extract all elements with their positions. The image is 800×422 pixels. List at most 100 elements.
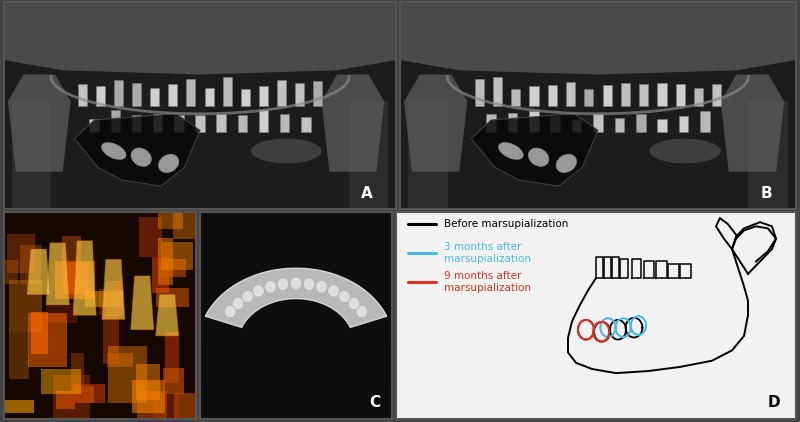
Bar <box>621 84 630 106</box>
Bar <box>658 83 666 106</box>
Circle shape <box>356 306 367 318</box>
Bar <box>493 77 502 106</box>
Bar <box>614 119 624 133</box>
Bar <box>205 88 214 106</box>
Circle shape <box>232 298 244 310</box>
Bar <box>74 386 94 403</box>
Polygon shape <box>130 276 154 330</box>
Bar <box>658 119 667 133</box>
Circle shape <box>225 306 236 318</box>
Bar <box>159 259 186 277</box>
Bar <box>572 119 582 133</box>
Circle shape <box>316 281 327 293</box>
Bar <box>103 314 118 364</box>
Bar <box>174 393 200 422</box>
Circle shape <box>338 290 350 303</box>
Ellipse shape <box>528 148 549 166</box>
Bar <box>508 113 518 133</box>
Polygon shape <box>182 344 201 390</box>
Bar <box>712 84 722 106</box>
Bar <box>54 375 90 422</box>
Bar <box>137 391 167 422</box>
Bar <box>0 260 18 284</box>
Bar <box>136 364 160 400</box>
Polygon shape <box>8 74 70 172</box>
Text: D: D <box>767 395 780 410</box>
Bar <box>163 368 184 394</box>
Bar <box>114 80 123 106</box>
Bar <box>152 257 169 293</box>
Bar <box>584 89 594 106</box>
Bar <box>166 332 179 383</box>
Polygon shape <box>404 74 467 172</box>
Bar <box>566 81 575 106</box>
Bar <box>238 115 247 133</box>
Bar <box>295 83 304 106</box>
Bar <box>636 114 646 133</box>
Bar <box>62 236 81 289</box>
Polygon shape <box>322 74 384 172</box>
Bar <box>132 115 142 133</box>
Polygon shape <box>471 114 598 186</box>
Bar <box>168 84 178 106</box>
Ellipse shape <box>556 154 577 173</box>
Polygon shape <box>46 243 70 305</box>
Polygon shape <box>156 295 178 336</box>
Bar <box>28 313 67 367</box>
Bar <box>280 114 290 133</box>
Polygon shape <box>27 249 50 295</box>
Bar <box>158 238 174 285</box>
Ellipse shape <box>131 148 151 166</box>
Bar <box>107 353 133 367</box>
Bar <box>153 114 162 133</box>
Circle shape <box>290 277 302 289</box>
Circle shape <box>328 285 339 297</box>
Bar <box>139 217 162 257</box>
Bar <box>132 83 141 106</box>
Bar <box>41 369 81 394</box>
Bar <box>46 303 78 322</box>
Bar <box>90 119 99 133</box>
Ellipse shape <box>102 143 126 160</box>
Polygon shape <box>206 268 386 327</box>
Ellipse shape <box>251 138 322 163</box>
Circle shape <box>242 290 254 303</box>
Bar <box>241 89 250 106</box>
Polygon shape <box>391 344 410 390</box>
Bar <box>511 89 520 106</box>
Bar <box>20 245 41 284</box>
Bar <box>108 346 147 403</box>
Bar <box>700 111 710 133</box>
Ellipse shape <box>158 154 178 173</box>
Bar <box>0 400 34 414</box>
Polygon shape <box>102 260 125 319</box>
Bar <box>12 101 51 209</box>
Bar <box>96 87 105 106</box>
Bar <box>474 79 484 106</box>
Bar <box>529 111 538 133</box>
Circle shape <box>303 278 314 290</box>
Bar <box>678 116 688 133</box>
Text: A: A <box>361 186 373 200</box>
Bar <box>173 189 198 239</box>
Text: B: B <box>761 186 772 200</box>
Bar <box>694 88 703 106</box>
Bar <box>131 380 166 414</box>
Bar <box>217 114 226 133</box>
Polygon shape <box>721 74 784 172</box>
Bar <box>277 80 286 106</box>
Bar <box>548 85 557 106</box>
Bar <box>71 353 84 392</box>
Ellipse shape <box>498 143 523 160</box>
Bar <box>98 289 124 314</box>
Circle shape <box>278 278 289 290</box>
Bar <box>7 234 35 273</box>
Bar <box>313 81 322 106</box>
Bar <box>85 291 122 307</box>
Bar <box>55 261 95 299</box>
Bar <box>676 84 685 106</box>
Bar <box>408 101 447 209</box>
Bar <box>349 101 388 209</box>
Bar <box>153 394 179 418</box>
Polygon shape <box>74 114 200 186</box>
